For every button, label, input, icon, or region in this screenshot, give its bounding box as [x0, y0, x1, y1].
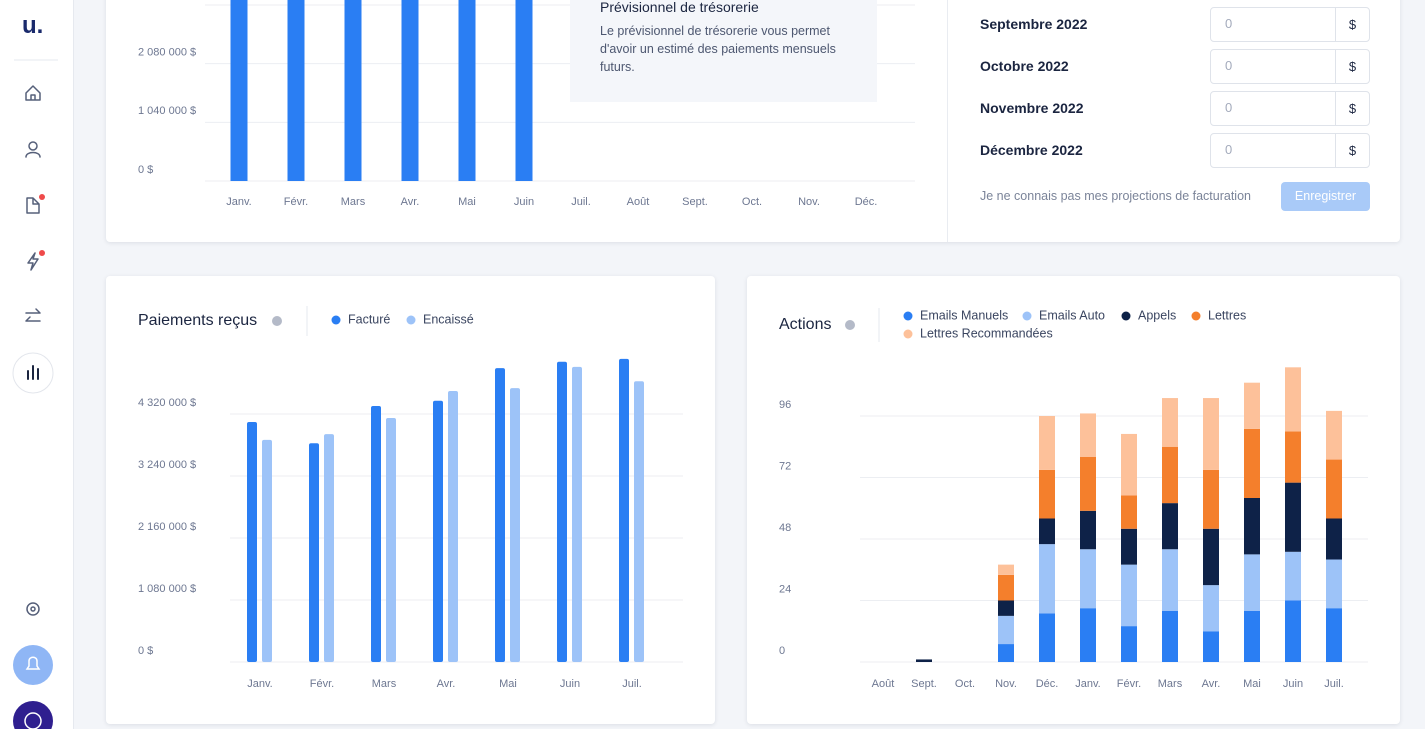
notifications-button[interactable] — [13, 645, 53, 685]
amount-input[interactable]: 0 $ — [1210, 7, 1370, 42]
month-label: Novembre 2022 — [980, 100, 1084, 116]
amount-input[interactable]: 0 $ — [1210, 49, 1370, 84]
transfer-icon[interactable] — [25, 308, 41, 322]
user-icon[interactable] — [28, 141, 38, 151]
badge — [39, 250, 45, 256]
avatar[interactable] — [13, 701, 53, 729]
flash-icon[interactable] — [27, 252, 39, 271]
save-button[interactable]: Enregistrer — [1281, 182, 1370, 211]
home-icon[interactable] — [25, 85, 41, 101]
placeholder: 0 — [1225, 142, 1233, 157]
month-label: Décembre 2022 — [980, 142, 1083, 158]
actions-card — [747, 276, 1400, 724]
currency: $ — [1335, 50, 1369, 83]
placeholder: 0 — [1225, 100, 1233, 115]
placeholder: 0 — [1225, 16, 1233, 31]
payments-card — [106, 276, 715, 724]
document-icon[interactable] — [26, 197, 40, 214]
settings-icon[interactable] — [26, 602, 40, 616]
avatar-icon — [24, 712, 42, 729]
divider — [947, 0, 948, 242]
sidebar: u. — [0, 0, 74, 729]
tooltip-text: Le prévisionnel de trésorerie vous perme… — [600, 24, 836, 74]
settings-icon-center — [30, 606, 36, 612]
currency: $ — [1335, 8, 1369, 41]
month-label: Septembre 2022 — [980, 16, 1088, 32]
amount-input[interactable]: 0 $ — [1210, 133, 1370, 168]
logo[interactable]: u. — [22, 12, 44, 39]
skip-link[interactable]: Je ne connais pas mes projections de fac… — [980, 189, 1251, 203]
currency: $ — [1335, 92, 1369, 125]
month-label: Octobre 2022 — [980, 58, 1069, 74]
sidebar-icons — [12, 59, 58, 729]
badge — [39, 194, 45, 200]
tooltip-title: Prévisionnel de trésorerie — [600, 0, 759, 15]
placeholder: 0 — [1225, 58, 1233, 73]
bell-icon — [25, 656, 41, 670]
currency: $ — [1335, 134, 1369, 167]
user-icon-body[interactable] — [25, 151, 41, 158]
tooltip: Prévisionnel de trésorerie Le prévisionn… — [570, 0, 877, 102]
amount-input[interactable]: 0 $ — [1210, 91, 1370, 126]
